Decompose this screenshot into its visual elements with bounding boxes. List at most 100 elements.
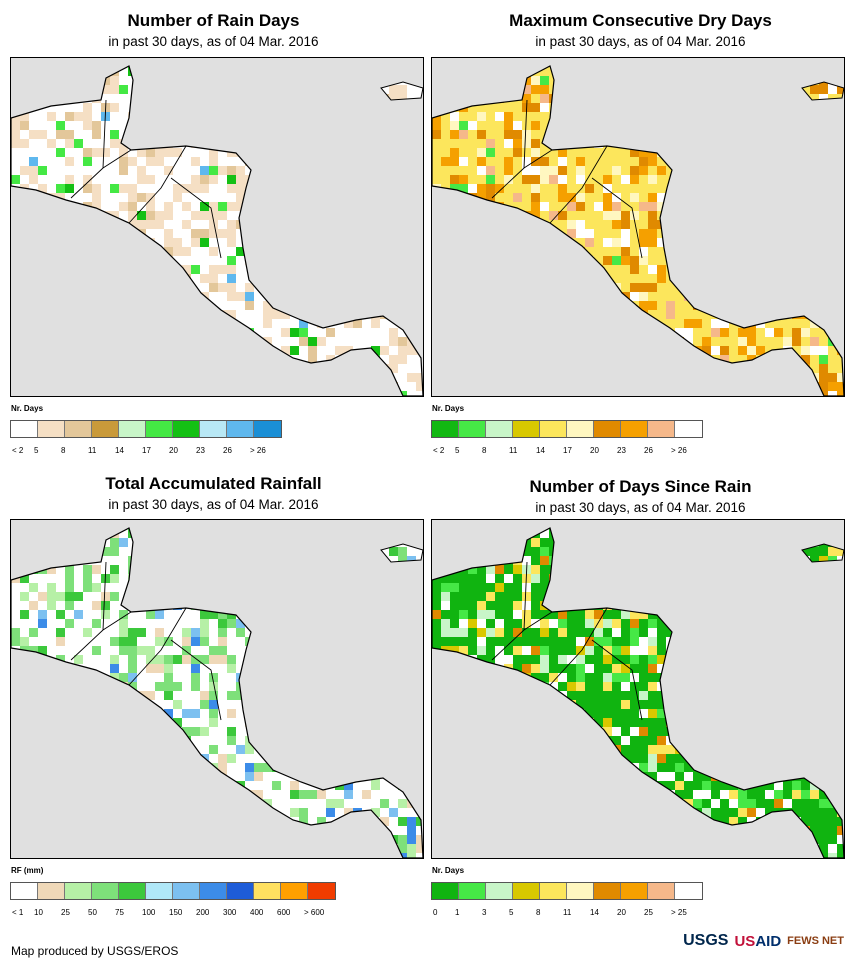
raster-cell: [450, 301, 459, 310]
raster-cell: [308, 139, 317, 148]
raster-cell: [191, 175, 200, 184]
raster-cell: [128, 655, 137, 664]
raster-cell: [486, 166, 495, 175]
raster-cell: [666, 121, 675, 130]
raster-cell: [326, 718, 335, 727]
raster-cell: [477, 220, 486, 229]
raster-cell: [362, 175, 371, 184]
raster-cell: [65, 691, 74, 700]
raster-cell: [621, 247, 630, 256]
raster-cell: [263, 247, 272, 256]
raster-cell: [666, 709, 675, 718]
raster-cell: [344, 583, 353, 592]
raster-cell: [540, 382, 549, 391]
raster-cell: [612, 826, 621, 835]
raster-cell: [504, 121, 513, 130]
raster-cell: [362, 583, 371, 592]
raster-cell: [594, 373, 603, 382]
raster-cell: [828, 601, 837, 610]
raster-cell: [495, 565, 504, 574]
legend-title: Nr. Days: [432, 404, 465, 413]
raster-cell: [101, 391, 110, 396]
raster-cell: [272, 66, 281, 67]
raster-cell: [468, 556, 477, 565]
legend-swatch: [38, 421, 65, 437]
raster-cell: [810, 337, 819, 346]
raster-cell: [299, 94, 308, 103]
raster-cell: [792, 664, 801, 673]
raster-cell: [209, 529, 218, 538]
raster-cell: [218, 121, 227, 130]
raster-cell: [182, 709, 191, 718]
raster-cell: [245, 763, 254, 772]
raster-cell: [558, 583, 567, 592]
raster-cell: [119, 709, 128, 718]
raster-cell: [164, 247, 173, 256]
raster-cell: [326, 799, 335, 808]
raster-cell: [92, 754, 101, 763]
legend-label: 14: [536, 446, 545, 455]
raster-cell: [837, 85, 844, 94]
raster-cell: [38, 529, 47, 538]
raster-cell: [173, 528, 182, 529]
raster-cell: [101, 148, 110, 157]
raster-cell: [783, 547, 792, 556]
raster-cell: [747, 763, 756, 772]
raster-cell: [47, 220, 56, 229]
raster-cell: [783, 682, 792, 691]
raster-cell: [693, 727, 702, 736]
raster-cell: [468, 745, 477, 754]
raster-cell: [828, 66, 837, 67]
raster-cell: [594, 355, 603, 364]
raster-cell: [603, 238, 612, 247]
raster-cell: [47, 781, 56, 790]
raster-cell: [182, 574, 191, 583]
raster-cell: [20, 103, 29, 112]
raster-cell: [218, 283, 227, 292]
raster-cell: [729, 727, 738, 736]
raster-cell: [65, 265, 74, 274]
raster-cell: [344, 601, 353, 610]
raster-cell: [504, 538, 513, 547]
raster-cell: [398, 211, 407, 220]
raster-cell: [416, 346, 423, 355]
raster-cell: [612, 211, 621, 220]
raster-cell: [828, 391, 837, 396]
raster-cell: [83, 121, 92, 130]
raster-cell: [459, 754, 468, 763]
raster-cell: [164, 664, 173, 673]
raster-cell: [281, 637, 290, 646]
raster-cell: [675, 184, 684, 193]
raster-cell: [254, 700, 263, 709]
raster-cell: [720, 646, 729, 655]
raster-cell: [756, 592, 765, 601]
raster-cell: [513, 646, 522, 655]
raster-cell: [720, 826, 729, 835]
raster-cell: [200, 66, 209, 67]
raster-cell: [468, 66, 477, 67]
raster-cell: [819, 247, 828, 256]
raster-cell: [299, 238, 308, 247]
raster-cell: [666, 736, 675, 745]
raster-cell: [371, 808, 380, 817]
raster-cell: [792, 529, 801, 538]
raster-cell: [371, 292, 380, 301]
raster-cell: [272, 664, 281, 673]
raster-cell: [191, 664, 200, 673]
raster-cell: [657, 790, 666, 799]
raster-cell: [720, 175, 729, 184]
raster-cell: [486, 139, 495, 148]
raster-cell: [792, 781, 801, 790]
raster-cell: [666, 76, 675, 85]
raster-cell: [56, 727, 65, 736]
raster-cell: [29, 727, 38, 736]
raster-cell: [612, 202, 621, 211]
raster-cell: [810, 574, 819, 583]
raster-cell: [146, 601, 155, 610]
raster-cell: [639, 817, 648, 826]
raster-cell: [504, 328, 513, 337]
raster-cell: [765, 619, 774, 628]
raster-cell: [110, 283, 119, 292]
raster-cell: [101, 844, 110, 853]
raster-cell: [128, 391, 137, 396]
